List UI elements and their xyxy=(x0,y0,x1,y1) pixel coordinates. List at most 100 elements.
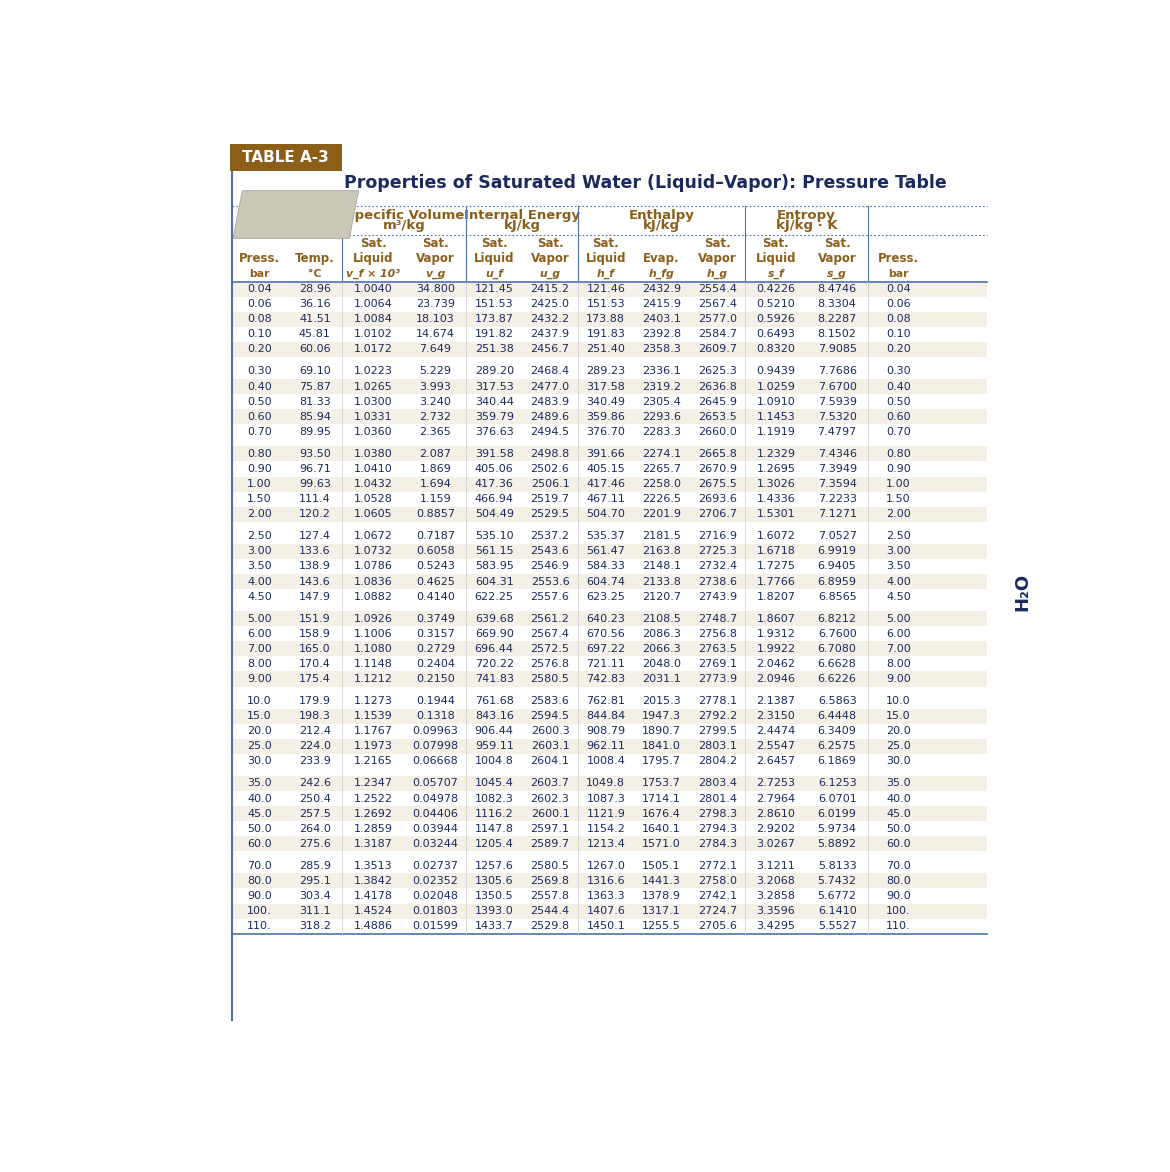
Text: 1049.8: 1049.8 xyxy=(586,778,625,789)
Text: 2.7253: 2.7253 xyxy=(757,778,796,789)
Text: 0.60: 0.60 xyxy=(886,411,910,422)
Text: 41.51: 41.51 xyxy=(300,314,331,325)
Bar xyxy=(232,281,987,297)
Text: 2561.2: 2561.2 xyxy=(530,614,570,624)
Text: 1.0836: 1.0836 xyxy=(355,577,393,586)
Text: 1795.7: 1795.7 xyxy=(642,756,681,766)
Bar xyxy=(232,611,987,626)
Text: 2226.5: 2226.5 xyxy=(642,495,681,504)
Text: 2769.1: 2769.1 xyxy=(698,659,737,669)
Text: 1.0882: 1.0882 xyxy=(353,592,393,601)
Text: 1.0380: 1.0380 xyxy=(355,449,393,459)
Text: 2609.7: 2609.7 xyxy=(698,345,737,354)
Text: Sat.: Sat. xyxy=(481,237,508,250)
Text: 2293.6: 2293.6 xyxy=(642,411,681,422)
Text: 2.5547: 2.5547 xyxy=(757,742,796,751)
Text: 251.38: 251.38 xyxy=(475,345,514,354)
Text: 8.00: 8.00 xyxy=(886,659,910,669)
Text: h_g: h_g xyxy=(707,268,728,279)
Text: 2567.4: 2567.4 xyxy=(698,299,737,309)
Text: 2015.3: 2015.3 xyxy=(642,696,681,706)
Text: 2258.0: 2258.0 xyxy=(642,479,681,489)
Text: 604.31: 604.31 xyxy=(475,577,514,586)
Text: 1154.2: 1154.2 xyxy=(586,824,625,833)
Text: Press.: Press. xyxy=(239,252,280,265)
Bar xyxy=(232,327,987,342)
Text: 4.00: 4.00 xyxy=(886,577,910,586)
Text: 0.01599: 0.01599 xyxy=(412,921,459,932)
Text: 2.6457: 2.6457 xyxy=(757,756,796,766)
Text: 1.0410: 1.0410 xyxy=(355,464,393,473)
Text: 2778.1: 2778.1 xyxy=(697,696,737,706)
Text: 45.81: 45.81 xyxy=(298,329,331,340)
Text: 0.40: 0.40 xyxy=(886,382,910,391)
Text: 1.2692: 1.2692 xyxy=(353,809,393,818)
Bar xyxy=(232,491,987,506)
Text: 2.00: 2.00 xyxy=(886,510,910,519)
FancyBboxPatch shape xyxy=(230,144,342,171)
Text: 0.4226: 0.4226 xyxy=(757,284,796,294)
Text: 2.732: 2.732 xyxy=(419,411,452,422)
Text: 1255.5: 1255.5 xyxy=(642,921,681,932)
Text: Sat.: Sat. xyxy=(360,237,387,250)
Text: 7.9085: 7.9085 xyxy=(818,345,856,354)
Text: 0.03944: 0.03944 xyxy=(412,824,459,833)
Text: 2086.3: 2086.3 xyxy=(642,628,681,639)
Text: 2201.9: 2201.9 xyxy=(642,510,681,519)
Text: 2319.2: 2319.2 xyxy=(642,382,681,391)
Text: 7.00: 7.00 xyxy=(886,643,910,654)
Bar xyxy=(232,687,987,694)
Text: 584.33: 584.33 xyxy=(586,561,625,572)
Text: 0.30: 0.30 xyxy=(886,367,910,376)
Text: 1.0172: 1.0172 xyxy=(353,345,393,354)
Text: 962.11: 962.11 xyxy=(586,742,625,751)
Text: 535.37: 535.37 xyxy=(586,531,625,541)
Text: 127.4: 127.4 xyxy=(298,531,331,541)
Text: Entropy: Entropy xyxy=(777,209,835,222)
Text: 908.79: 908.79 xyxy=(586,727,626,736)
Text: 0.3749: 0.3749 xyxy=(415,614,455,624)
Text: 1.8607: 1.8607 xyxy=(757,614,796,624)
Text: 0.3157: 0.3157 xyxy=(417,628,455,639)
Text: 212.4: 212.4 xyxy=(298,727,331,736)
Text: 669.90: 669.90 xyxy=(475,628,514,639)
Text: 5.00: 5.00 xyxy=(247,614,271,624)
Text: 2738.6: 2738.6 xyxy=(698,577,737,586)
Text: 1714.1: 1714.1 xyxy=(642,793,681,804)
Text: 30.0: 30.0 xyxy=(886,756,910,766)
Text: 3.2858: 3.2858 xyxy=(757,891,796,901)
Text: 3.50: 3.50 xyxy=(247,561,271,572)
Text: 583.95: 583.95 xyxy=(475,561,514,572)
Bar xyxy=(232,919,987,934)
Text: 2.4474: 2.4474 xyxy=(756,727,796,736)
Text: 69.10: 69.10 xyxy=(300,367,331,376)
Text: 2432.2: 2432.2 xyxy=(530,314,570,325)
Text: 170.4: 170.4 xyxy=(298,659,331,669)
Text: 5.8133: 5.8133 xyxy=(818,860,856,871)
Text: 100.: 100. xyxy=(247,906,271,917)
Text: 311.1: 311.1 xyxy=(300,906,331,917)
Text: Vapor: Vapor xyxy=(698,252,737,265)
Text: 15.0: 15.0 xyxy=(247,711,271,721)
Text: 7.649: 7.649 xyxy=(419,345,452,354)
Text: 10.0: 10.0 xyxy=(247,696,271,706)
Text: 2502.6: 2502.6 xyxy=(530,464,570,473)
Bar xyxy=(232,605,987,611)
Bar xyxy=(232,888,987,904)
Text: 1450.1: 1450.1 xyxy=(586,921,625,932)
Bar xyxy=(232,904,987,919)
Text: 623.25: 623.25 xyxy=(586,592,625,601)
Text: Temp.: Temp. xyxy=(295,252,335,265)
Text: 2529.5: 2529.5 xyxy=(530,510,570,519)
Text: 9.00: 9.00 xyxy=(886,674,910,684)
Text: 1.0432: 1.0432 xyxy=(353,479,393,489)
Text: 2799.5: 2799.5 xyxy=(697,727,737,736)
Text: 0.30: 0.30 xyxy=(247,367,271,376)
Text: 0.08: 0.08 xyxy=(886,314,910,325)
Text: 2716.9: 2716.9 xyxy=(698,531,737,541)
Bar xyxy=(232,806,987,822)
Text: 60.0: 60.0 xyxy=(247,839,271,849)
Text: 2544.4: 2544.4 xyxy=(530,906,570,917)
Text: 1.0926: 1.0926 xyxy=(353,614,393,624)
Text: 1350.5: 1350.5 xyxy=(475,891,514,901)
